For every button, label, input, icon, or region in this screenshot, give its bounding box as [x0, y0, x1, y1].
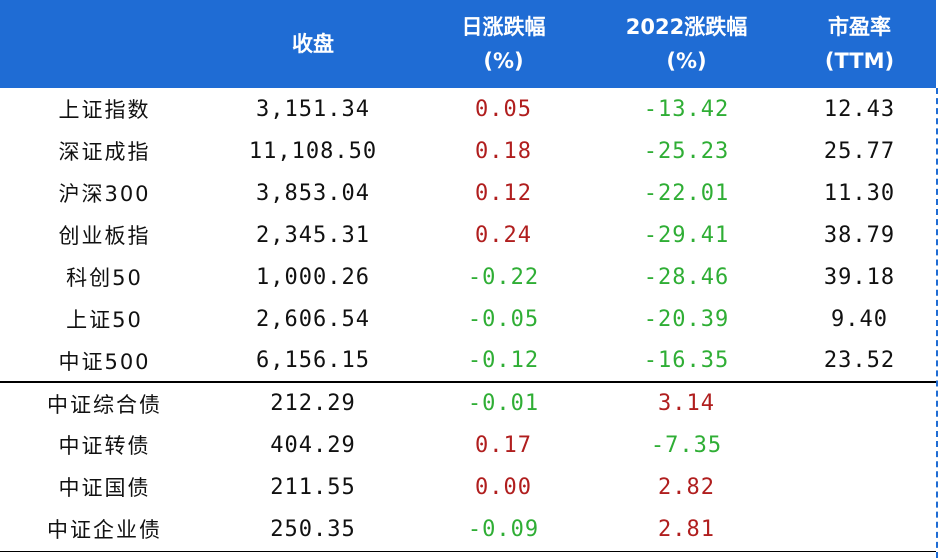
cell-close: 1,000.26 — [256, 264, 370, 290]
cell-pe — [783, 466, 936, 508]
table-row: 沪深300 3,853.04 0.12 -22.01 11.30 — [0, 172, 936, 214]
cell-pe: 23.52 — [823, 348, 896, 373]
cell-name: 中证500 — [58, 349, 151, 374]
cell-ytd-change: 2.82 — [658, 474, 715, 500]
cell-pe: 38.79 — [823, 222, 896, 248]
cell-ytd-change: 2.81 — [590, 508, 783, 552]
cell-name: 中证国债 — [58, 476, 151, 500]
cell-name: 深证成指 — [58, 140, 151, 164]
cell-close: 250.35 — [209, 508, 417, 552]
cell-pe: 12.43 — [823, 96, 896, 122]
cell-daily-change: 0.18 — [475, 138, 532, 164]
cell-daily-change: 0.17 — [475, 432, 532, 458]
cell-daily-change: 0.00 — [475, 474, 532, 500]
cell-pe: 39.18 — [823, 264, 896, 290]
cell-name: 中证综合债 — [0, 381, 209, 424]
header-pe-unit: (TTM) — [824, 49, 895, 73]
cell-ytd-change: -28.46 — [643, 264, 730, 290]
cell-daily-change: -0.22 — [467, 264, 540, 290]
header-pe-title: 市盈率 — [828, 15, 891, 39]
table-row: 科创50 1,000.26 -0.22 -28.46 39.18 — [0, 256, 936, 298]
cell-ytd-change: -20.39 — [643, 306, 730, 332]
table-row: 创业板指 2,345.31 0.24 -29.41 38.79 — [0, 214, 936, 256]
header-ytd-change-title: 2022涨跌幅 — [625, 15, 748, 39]
header-ytd-change: 2022涨跌幅 (%) — [590, 0, 783, 88]
table-row: 中证国债 211.55 0.00 2.82 — [0, 466, 936, 508]
cell-daily-change: -0.09 — [417, 508, 590, 552]
cell-name: 中证企业债 — [0, 508, 209, 552]
table-body: 上证指数 3,151.34 0.05 -13.42 12.43 深证成指 11,108.50… — [0, 88, 936, 552]
cell-name: 创业板指 — [58, 224, 151, 248]
cell-pe: 11.30 — [823, 180, 896, 206]
table-header: 收盘 日涨跌幅 (%) 2022涨跌幅 (%) 市盈率 (TTM) — [0, 0, 936, 88]
cell-close: 2,606.54 — [256, 306, 370, 332]
cell-close: 404.29 — [270, 432, 356, 458]
header-daily-change-unit: (%) — [483, 49, 524, 73]
cell-close: 3,853.04 — [256, 180, 370, 206]
cell-daily-change: 0.05 — [475, 96, 532, 122]
cell-name: 沪深300 — [58, 182, 151, 206]
cell-ytd-change: -16.35 — [643, 348, 730, 373]
cell-pe — [783, 508, 936, 552]
cell-close: 2,345.31 — [256, 222, 370, 248]
cell-daily-change: -0.05 — [467, 306, 540, 332]
cell-ytd-change: 3.14 — [590, 381, 783, 424]
cell-close: 211.55 — [270, 474, 356, 500]
cell-name: 上证指数 — [58, 98, 151, 122]
cell-ytd-change: -13.42 — [643, 96, 730, 122]
table-row: 中证转债 404.29 0.17 -7.35 — [0, 424, 936, 466]
table-row: 中证500 6,156.15 -0.12 -16.35 23.52 — [0, 340, 936, 382]
cell-daily-change: -0.12 — [467, 348, 540, 373]
cell-name: 科创50 — [66, 266, 143, 290]
header-pe: 市盈率 (TTM) — [783, 0, 936, 88]
cell-ytd-change: -29.41 — [643, 222, 730, 248]
cell-pe — [783, 424, 936, 466]
cell-close: 11,108.50 — [248, 138, 378, 164]
cell-pe: 25.77 — [823, 138, 896, 164]
header-close: 收盘 — [209, 0, 417, 88]
header-ytd-change-unit: (%) — [666, 49, 707, 73]
table-row: 上证指数 3,151.34 0.05 -13.42 12.43 — [0, 88, 936, 130]
header-daily-change: 日涨跌幅 (%) — [417, 0, 590, 88]
header-name — [0, 0, 209, 88]
cell-close: 3,151.34 — [256, 96, 370, 122]
cell-name: 上证50 — [66, 308, 143, 332]
header-row: 收盘 日涨跌幅 (%) 2022涨跌幅 (%) 市盈率 (TTM) — [0, 0, 936, 88]
cell-ytd-change: -22.01 — [643, 180, 730, 206]
header-close-label: 收盘 — [292, 32, 334, 56]
right-border-line — [936, 88, 938, 558]
cell-ytd-change: -7.35 — [650, 432, 723, 458]
cell-pe: 9.40 — [831, 306, 888, 332]
table-row: 中证综合债 212.29 -0.01 3.14 — [0, 381, 936, 424]
cell-pe — [783, 381, 936, 424]
cell-ytd-change: -25.23 — [643, 138, 730, 164]
cell-close: 6,156.15 — [256, 348, 370, 373]
cell-daily-change: 0.24 — [475, 222, 532, 248]
cell-daily-change: -0.01 — [417, 381, 590, 424]
cell-close: 212.29 — [209, 381, 417, 424]
table-row: 上证50 2,606.54 -0.05 -20.39 9.40 — [0, 298, 936, 340]
table-row: 深证成指 11,108.50 0.18 -25.23 25.77 — [0, 130, 936, 172]
table-row: 中证企业债 250.35 -0.09 2.81 — [0, 508, 936, 552]
cell-daily-change: 0.12 — [475, 180, 532, 206]
header-daily-change-title: 日涨跌幅 — [461, 15, 546, 39]
cell-name: 中证转债 — [58, 434, 151, 458]
